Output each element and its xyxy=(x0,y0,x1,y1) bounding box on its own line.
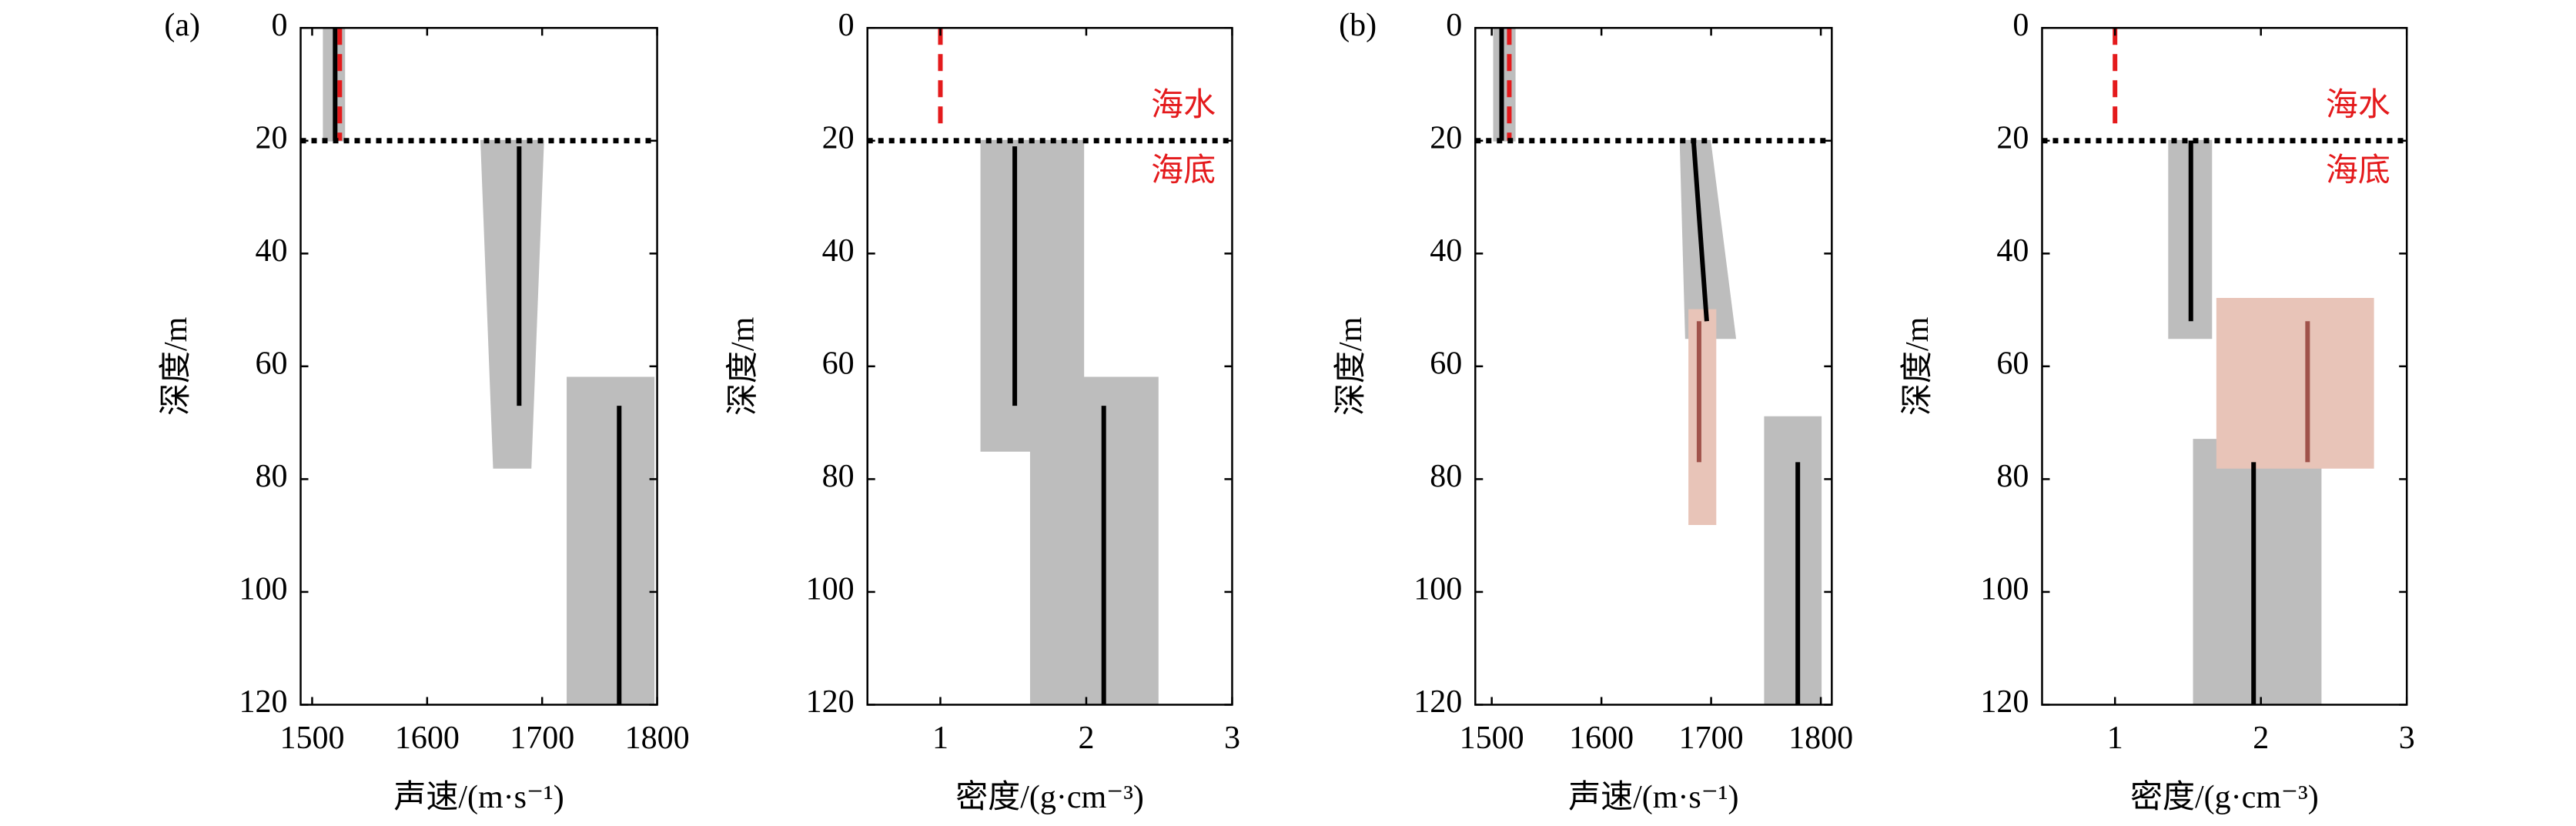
y-tick-label: 0 xyxy=(838,8,855,43)
y-tick-label: 60 xyxy=(822,346,855,382)
y-tick-label: 60 xyxy=(1996,346,2029,382)
y-tick-label: 40 xyxy=(822,233,855,269)
uncertainty-band xyxy=(1493,27,1516,142)
x-tick-label: 1600 xyxy=(395,721,460,756)
x-tick-label: 1700 xyxy=(1679,721,1744,756)
y-axis-label: 深度/m xyxy=(725,316,761,416)
y-axis-label: 深度/m xyxy=(159,316,194,416)
y-tick-label: 120 xyxy=(239,684,287,720)
x-tick-label: 1800 xyxy=(1788,721,1853,756)
annotation: 海水 xyxy=(1151,88,1216,123)
uncertainty-band xyxy=(2193,439,2322,706)
uncertainty-band xyxy=(567,376,655,706)
y-tick-label: 20 xyxy=(1996,120,2029,156)
x-tick-label: 2 xyxy=(2253,721,2269,756)
y-tick-label: 40 xyxy=(255,233,287,269)
y-tick-label: 120 xyxy=(1980,684,2029,720)
y-tick-label: 100 xyxy=(1980,572,2029,607)
y-tick-label: 100 xyxy=(1413,572,1462,607)
x-axis-label: 密度/(g·cm⁻³) xyxy=(955,779,1144,815)
annotation: 海水 xyxy=(2326,88,2390,123)
uncertainty-band xyxy=(1029,376,1159,706)
y-tick-label: 100 xyxy=(806,572,855,607)
y-tick-label: 80 xyxy=(1996,459,2029,494)
y-tick-label: 40 xyxy=(1430,233,1462,269)
y-tick-label: 120 xyxy=(806,684,855,720)
x-tick-label: 1600 xyxy=(1569,721,1634,756)
y-tick-label: 20 xyxy=(822,120,855,156)
panel-label: (a) xyxy=(164,8,200,43)
y-tick-label: 0 xyxy=(1446,8,1462,43)
y-tick-label: 80 xyxy=(255,459,287,494)
x-tick-label: 1 xyxy=(2107,721,2123,756)
y-tick-label: 20 xyxy=(1430,120,1462,156)
y-tick-label: 40 xyxy=(1996,233,2029,269)
y-tick-label: 100 xyxy=(239,572,287,607)
y-tick-label: 60 xyxy=(255,346,287,382)
y-tick-label: 0 xyxy=(271,8,287,43)
y-axis-label: 深度/m xyxy=(1333,316,1369,416)
uncertainty-band xyxy=(2216,297,2374,469)
annotation: 海底 xyxy=(2326,153,2390,189)
panel: 1500 1600 1700 1800 0 20 40 60 80 100 120 声速/(m·s⁻¹… xyxy=(1333,8,1853,815)
profile-line xyxy=(1691,140,1709,322)
panel: 1500 1600 1700 1800 0 20 40 60 80 100 120 声速/(m·s⁻¹… xyxy=(159,8,689,815)
uncertainty-band xyxy=(480,139,544,469)
uncertainty-band xyxy=(1764,416,1822,706)
x-axis-label: 声速/(m·s⁻¹) xyxy=(393,780,564,815)
y-axis-label: 深度/m xyxy=(1900,316,1935,416)
y-tick-label: 120 xyxy=(1413,684,1462,720)
x-tick-label: 1700 xyxy=(510,721,574,756)
x-tick-label: 1500 xyxy=(1460,721,1524,756)
annotation: 海底 xyxy=(1151,153,1216,189)
x-tick-label: 1 xyxy=(932,721,948,756)
y-tick-label: 80 xyxy=(822,459,855,494)
x-axis-label: 密度/(g·cm⁻³) xyxy=(2130,779,2319,815)
x-axis-label: 声速/(m·s⁻¹) xyxy=(1568,780,1738,815)
y-tick-label: 0 xyxy=(2012,8,2029,43)
y-tick-label: 80 xyxy=(1430,459,1462,494)
x-tick-label: 3 xyxy=(2399,721,2415,756)
x-tick-label: 1500 xyxy=(279,721,344,756)
panel-label: (b) xyxy=(1339,8,1377,43)
x-tick-label: 1800 xyxy=(625,721,690,756)
y-tick-label: 60 xyxy=(1430,346,1462,382)
uncertainty-band xyxy=(1688,309,1717,526)
x-tick-label: 3 xyxy=(1224,721,1240,756)
y-tick-label: 20 xyxy=(255,120,287,156)
uncertainty-band xyxy=(1679,139,1737,339)
x-tick-label: 2 xyxy=(1078,721,1094,756)
